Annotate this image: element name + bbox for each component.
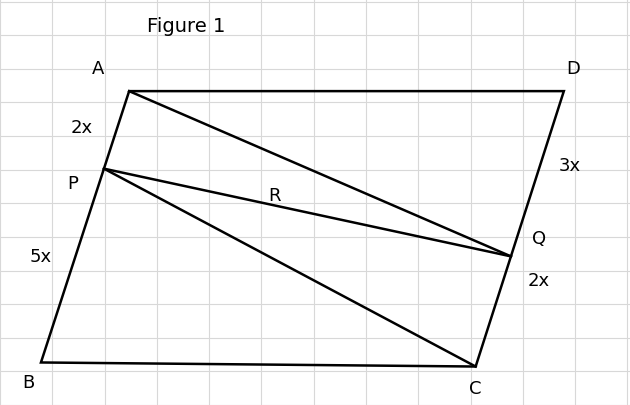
Text: P: P: [67, 175, 78, 193]
Text: D: D: [566, 60, 580, 78]
Text: R: R: [268, 188, 280, 205]
Text: 3x: 3x: [559, 157, 581, 175]
Text: B: B: [22, 374, 35, 392]
Text: A: A: [91, 60, 104, 78]
Text: 2x: 2x: [71, 119, 93, 136]
Text: Figure 1: Figure 1: [147, 17, 225, 36]
Text: 2x: 2x: [527, 273, 550, 290]
Text: C: C: [469, 380, 482, 398]
Text: Q: Q: [532, 230, 546, 248]
Text: 5x: 5x: [30, 248, 52, 266]
